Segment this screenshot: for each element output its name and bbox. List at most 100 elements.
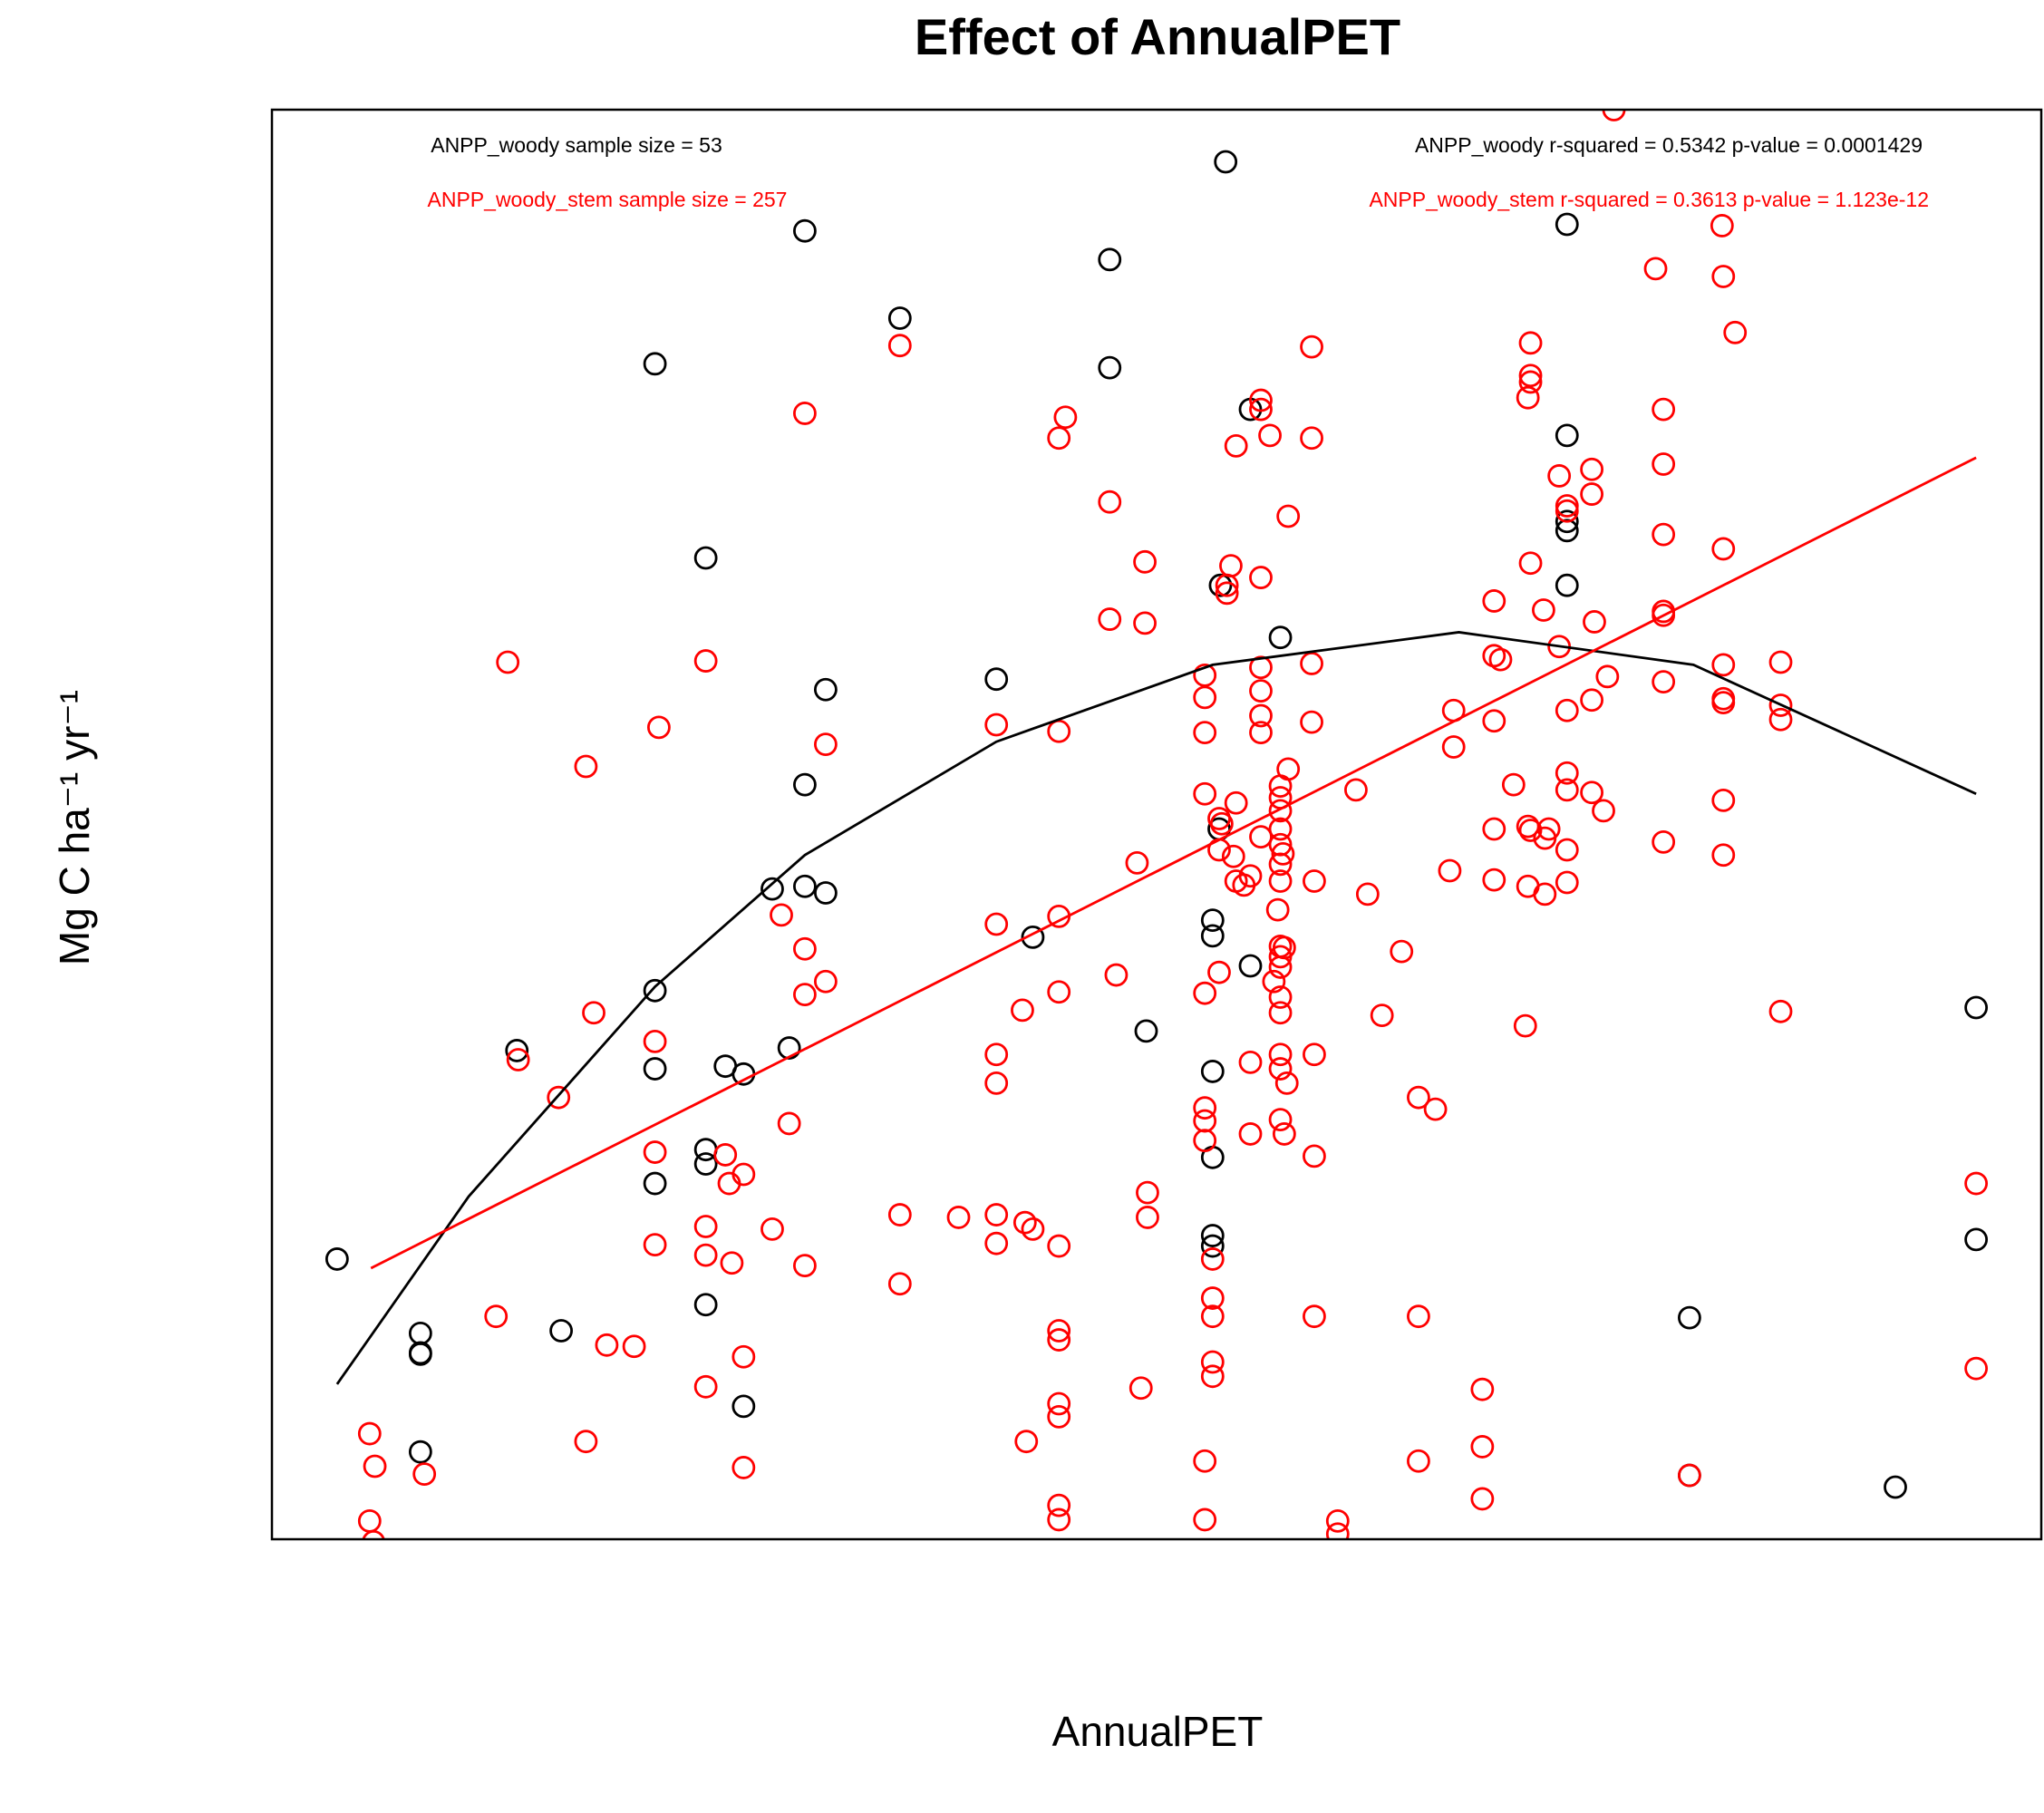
data-point [731, 1394, 756, 1419]
data-point [792, 772, 817, 797]
data-point [1768, 999, 1793, 1023]
data-point [1047, 980, 1071, 1004]
data-point [1011, 998, 1034, 1023]
data-point [1134, 1019, 1158, 1043]
data-point [412, 1462, 437, 1487]
data-point [1325, 1522, 1350, 1539]
data-point [1964, 1356, 1989, 1381]
data-point [760, 1217, 784, 1241]
data-point [1536, 817, 1561, 841]
data-point [357, 1421, 382, 1446]
data-point [1711, 537, 1736, 561]
data-point [1501, 772, 1526, 797]
data-point [1513, 1013, 1537, 1038]
data-point [792, 983, 817, 1007]
data-point [1516, 385, 1540, 410]
data-point [1482, 709, 1506, 733]
data-point [363, 1454, 387, 1479]
data-point [1518, 364, 1543, 388]
data-point [1407, 1304, 1430, 1329]
data-point [887, 1272, 912, 1296]
data-point [484, 1304, 509, 1329]
data-point [1555, 494, 1579, 518]
data-point [693, 1374, 718, 1399]
data-point [1193, 721, 1217, 745]
data-point [792, 936, 817, 961]
data-point [622, 1334, 646, 1359]
data-point [643, 1233, 667, 1257]
data-point [1053, 405, 1078, 430]
data-point [1200, 924, 1225, 948]
data-point [496, 650, 520, 674]
data-point [1470, 1377, 1495, 1401]
data-point [1555, 838, 1579, 862]
data-point [1547, 464, 1572, 488]
data-point [549, 1319, 574, 1343]
data-point [506, 1048, 530, 1071]
data-point [1262, 969, 1286, 994]
data-point [1652, 603, 1676, 627]
data-point [574, 754, 598, 779]
data-point [643, 352, 667, 376]
data-point [1193, 1096, 1217, 1120]
data-point [1677, 1305, 1701, 1330]
data-point [1555, 499, 1579, 523]
data-point [1643, 257, 1668, 281]
data-point [731, 1162, 756, 1187]
data-point [1136, 1180, 1159, 1205]
data-point [1555, 870, 1579, 895]
data-point [1652, 397, 1676, 422]
data-point [1555, 423, 1579, 448]
data-point [1249, 388, 1273, 412]
data-point [1325, 1508, 1350, 1533]
data-point [1884, 1475, 1907, 1499]
data-point [1390, 939, 1414, 964]
data-point [1268, 1001, 1293, 1025]
annotation: ANPP_woody sample size = 53 [431, 133, 722, 157]
data-point [1098, 355, 1122, 380]
data-point [1276, 504, 1301, 528]
data-point [1555, 519, 1579, 543]
data-point [643, 1029, 667, 1053]
data-point [1271, 841, 1295, 866]
data-point [325, 1247, 349, 1271]
data-point [1214, 150, 1238, 174]
data-point [1518, 331, 1543, 355]
data-point [1125, 851, 1149, 875]
data-point [1193, 1449, 1217, 1473]
data-point [1098, 607, 1122, 631]
data-point [1768, 650, 1793, 674]
data-point [1268, 869, 1293, 893]
data-point [1518, 370, 1543, 394]
data-point [946, 1206, 971, 1229]
data-point [693, 1215, 718, 1238]
data-point [1238, 1122, 1263, 1146]
data-point [1370, 1003, 1394, 1028]
data-point [1532, 598, 1555, 622]
data-point [1602, 110, 1626, 121]
data-point [595, 1333, 619, 1357]
data-point [408, 1321, 432, 1345]
data-point [1303, 1304, 1326, 1329]
data-point [1193, 781, 1217, 806]
data-point [1677, 1463, 1701, 1488]
data-point [1482, 589, 1506, 613]
data-point [1580, 688, 1603, 713]
data-point [1407, 1085, 1430, 1110]
data-point [357, 1508, 382, 1533]
data-point [1047, 1328, 1071, 1352]
data-point [1249, 679, 1273, 703]
data-point [1518, 819, 1543, 842]
data-point [1711, 691, 1736, 714]
data-point [984, 1042, 1009, 1067]
data-point [1580, 482, 1603, 506]
annotation: ANPP_woody_stem r-squared = 0.3613 p-val… [1369, 188, 1929, 211]
data-point [647, 715, 671, 740]
data-point [1470, 1435, 1495, 1459]
data-point [1238, 864, 1263, 888]
data-point [731, 1456, 756, 1479]
fit-line [335, 631, 1977, 1385]
data-point [1249, 825, 1273, 849]
data-point [408, 1342, 432, 1366]
